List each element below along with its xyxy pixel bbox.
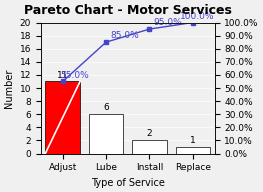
Text: 95.0%: 95.0% bbox=[153, 18, 182, 27]
Text: 1: 1 bbox=[190, 136, 196, 145]
Text: 2: 2 bbox=[147, 129, 152, 138]
Bar bbox=[89, 114, 123, 154]
Text: 100.0%: 100.0% bbox=[180, 12, 214, 21]
Text: 6: 6 bbox=[103, 103, 109, 112]
Bar bbox=[132, 141, 167, 154]
Bar bbox=[175, 147, 210, 154]
Y-axis label: Number: Number bbox=[4, 68, 14, 108]
X-axis label: Type of Service: Type of Service bbox=[91, 178, 165, 188]
Bar bbox=[45, 81, 80, 154]
Title: Pareto Chart - Motor Services: Pareto Chart - Motor Services bbox=[24, 4, 232, 17]
Text: 11: 11 bbox=[57, 70, 68, 79]
Text: 85.0%: 85.0% bbox=[110, 31, 139, 40]
Text: 55.0%: 55.0% bbox=[60, 70, 89, 79]
